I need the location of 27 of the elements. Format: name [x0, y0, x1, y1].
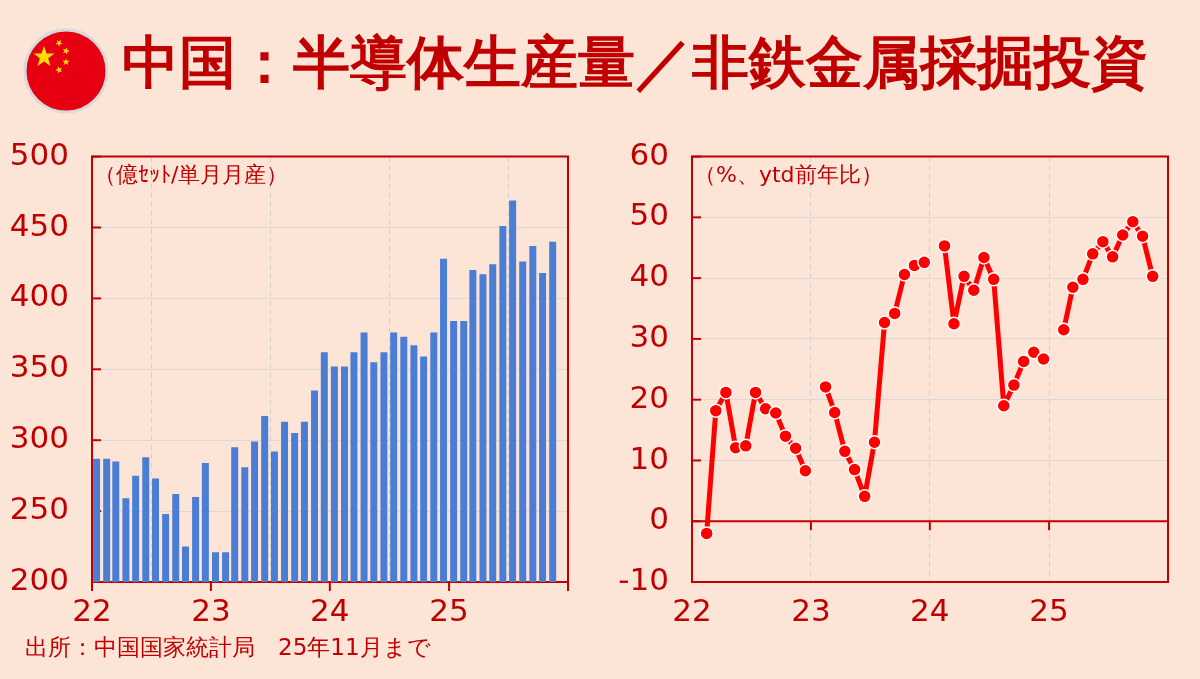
y-axis-title: （%、ytd前年比）	[694, 161, 883, 188]
y-tick-label: 300	[9, 419, 69, 456]
y-tick-label: 10	[629, 439, 669, 476]
y-tick-label: 40	[629, 257, 669, 294]
y-axis-title: （億ｾｯﾄ/単月月産）	[94, 161, 289, 188]
y-tick-label: 500	[9, 135, 69, 172]
chart-title: 中国：半導体生産量／非鉄金属採掘投資	[122, 28, 1148, 97]
y-tick-label: 30	[629, 317, 669, 354]
x-tick-label: 23	[191, 591, 231, 628]
y-tick-label: 450	[9, 206, 69, 243]
y-tick-label: -10	[618, 561, 669, 598]
y-tick-label: 60	[629, 135, 669, 172]
y-tick-label: 50	[629, 196, 669, 233]
y-tick-label: 250	[9, 490, 69, 527]
y-tick-label: 20	[629, 378, 669, 415]
x-tick-label: 24	[910, 591, 950, 628]
y-tick-label: 0	[649, 500, 669, 537]
x-tick-label: 25	[1029, 591, 1069, 628]
y-tick-label: 350	[9, 348, 69, 385]
x-tick-label: 24	[310, 591, 350, 628]
x-tick-label: 23	[791, 591, 831, 628]
y-tick-label: 400	[9, 277, 69, 314]
x-tick-label: 25	[429, 591, 469, 628]
x-tick-label: 22	[72, 591, 112, 628]
text: 出所：中国国家統計局 25年11月まで	[25, 634, 431, 662]
y-tick-label: 200	[9, 561, 69, 598]
x-tick-label: 22	[672, 591, 712, 628]
